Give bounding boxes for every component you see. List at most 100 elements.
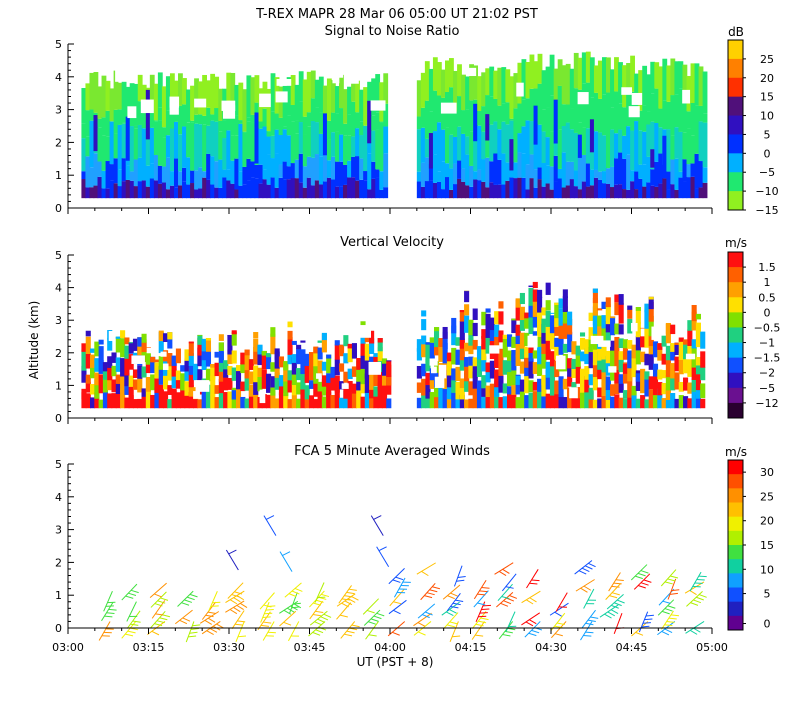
snr-gap <box>259 94 271 107</box>
snr-cell <box>703 123 708 168</box>
velocity-cell <box>670 325 675 334</box>
colorbar-label: 1.5 <box>758 261 776 274</box>
velocity-cell <box>498 301 503 308</box>
velocity-cell <box>146 347 151 348</box>
colorbar-label: 1 <box>764 276 771 289</box>
snr-gap <box>629 106 640 117</box>
velocity-cell <box>142 334 147 343</box>
x-tick-label: 04:30 <box>535 641 567 654</box>
velocity-cell <box>619 303 624 323</box>
wind-barb <box>614 613 624 634</box>
colorbar-swatch <box>728 252 743 268</box>
velocity-cell <box>232 350 237 363</box>
velocity-cell <box>197 335 202 336</box>
colorbar-swatch <box>728 531 743 546</box>
velocity-cell <box>563 289 568 298</box>
velocity-cell <box>619 294 624 305</box>
velocity-cell <box>189 342 194 356</box>
wind-barb <box>228 583 243 599</box>
velocity-gap <box>369 362 381 375</box>
y-tick-label: 1 <box>55 379 62 392</box>
colorbar-swatch <box>728 191 743 210</box>
velocity-cell <box>287 331 292 340</box>
snr-gap <box>441 103 457 114</box>
velocity-gap <box>430 358 438 365</box>
velocity-cell <box>464 304 469 315</box>
x-tick-label: 03:30 <box>213 641 245 654</box>
snr-gap <box>379 65 390 74</box>
velocity-title: Vertical Velocity <box>340 235 444 250</box>
wind-barb <box>607 594 624 609</box>
snr-colorbar-units: dB <box>728 25 744 39</box>
winds-x-label: UT (PST + 8) <box>357 655 434 669</box>
velocity-gap <box>528 336 538 348</box>
wind-barb <box>606 584 621 600</box>
velocity-cell <box>232 330 237 334</box>
velocity-colorbar: 1.510.50−0.5−1−1.5−2−5−12 <box>728 252 780 419</box>
velocity-cell <box>176 349 181 364</box>
wind-barb <box>661 611 678 629</box>
colorbar-swatch <box>728 78 743 97</box>
wind-barb <box>686 591 706 606</box>
wind-barb <box>631 621 647 636</box>
wind-barb <box>389 568 405 583</box>
y-tick-label: 3 <box>55 104 62 117</box>
wind-barb <box>575 560 596 574</box>
wind-barb <box>127 611 140 629</box>
y-tick-label: 2 <box>55 136 62 149</box>
velocity-cell <box>339 363 344 371</box>
velocity-cell <box>335 340 340 345</box>
velocity-cell <box>473 323 478 336</box>
snr-gap <box>127 106 136 118</box>
colorbar-label: 15 <box>760 91 774 104</box>
velocity-cell <box>300 341 305 343</box>
wind-barb <box>659 589 674 605</box>
snr-gap <box>682 90 690 104</box>
velocity-gap <box>360 325 371 338</box>
wind-barb <box>178 591 198 606</box>
snr-gap <box>621 87 632 95</box>
velocity-cell <box>700 351 705 367</box>
velocity-cell <box>498 311 503 324</box>
velocity-gap <box>631 323 638 331</box>
colorbar-label: 0.5 <box>758 291 776 304</box>
snr-gap <box>277 79 292 86</box>
y-tick-label: 0 <box>55 412 62 425</box>
colorbar-label: 15 <box>760 539 774 552</box>
y-tick-label: 2 <box>55 556 62 569</box>
velocity-cell <box>610 316 615 318</box>
velocity-gap <box>342 383 349 389</box>
velocity-gap <box>431 367 437 374</box>
y-tick-label: 5 <box>55 458 62 471</box>
velocity-gap <box>591 336 604 344</box>
colorbar-swatch <box>728 602 743 617</box>
colorbar-swatch <box>728 373 743 389</box>
colorbar-label: −0.5 <box>754 321 781 334</box>
wind-barb <box>639 612 654 632</box>
y-tick-label: 5 <box>55 249 62 262</box>
velocity-gap <box>193 391 200 399</box>
wind-barb <box>263 621 276 640</box>
y-tick-label: 5 <box>55 38 62 51</box>
velocity-cell <box>287 322 292 328</box>
velocity-gap <box>196 380 210 392</box>
snr-gap <box>632 93 642 105</box>
wind-barb <box>584 589 596 608</box>
snr-gap <box>578 92 589 104</box>
colorbar-label: 5 <box>764 588 771 601</box>
velocity-cell <box>546 283 551 295</box>
velocity-cell <box>421 319 426 330</box>
wind-barb <box>99 621 114 640</box>
wind-barb <box>421 583 440 599</box>
velocity-cell <box>580 332 585 336</box>
wind-barb <box>226 550 238 570</box>
colorbar-label: 10 <box>760 110 774 123</box>
colorbar-swatch <box>728 358 743 374</box>
velocity-cell <box>451 318 456 333</box>
wind-barb <box>175 610 192 624</box>
velocity-cell <box>270 327 275 337</box>
colorbar-swatch <box>728 312 743 328</box>
wind-barb <box>152 600 165 618</box>
